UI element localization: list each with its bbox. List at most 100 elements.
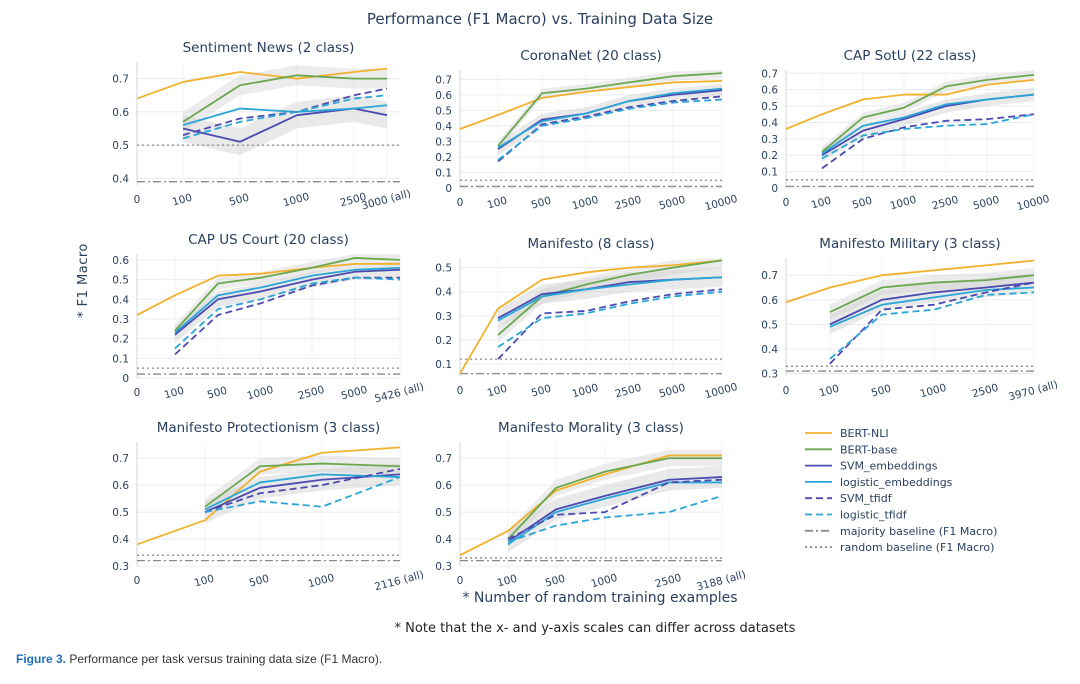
series-line-bert-nli: [785, 259, 1035, 304]
chart-title: Sentiment News (2 class): [183, 40, 355, 56]
y-tick-label: 0.2: [435, 335, 452, 347]
confidence-band: [498, 83, 722, 156]
y-tick-label: 0.2: [112, 334, 129, 346]
x-tick-label: 500: [870, 383, 892, 400]
y-tick-label: 0.5: [761, 319, 778, 331]
x-tick-label: 2500: [931, 194, 960, 213]
x-tick-label: 5000: [658, 194, 687, 213]
series-line-logistic-tfidf: [821, 113, 1035, 160]
y-tick-label: 0.6: [112, 480, 129, 492]
x-tick-label: 5000: [658, 382, 687, 401]
x-tick-label: 100: [171, 192, 193, 209]
series-line-bert-nli: [136, 67, 388, 100]
x-tick-label: 100: [810, 195, 832, 212]
series-line-svm-embeddings: [174, 268, 401, 336]
y-tick-label: 0.2: [761, 150, 778, 162]
x-tick-label: 1000: [571, 382, 600, 401]
figure-title: Performance (F1 Macro) vs. Training Data…: [366, 10, 714, 28]
x-tick-label: 5000: [340, 384, 369, 403]
series-line-svm-tfidf: [182, 87, 388, 136]
legend-label: SVM_tfidf: [840, 492, 893, 505]
y-tick-label: 0.5: [435, 263, 452, 275]
series-line-svm-embeddings: [182, 107, 388, 143]
chart-panel: Manifesto (8 class) 0.1 0.2 0.3 0.4 0.5 0 100 50…: [435, 236, 739, 401]
series-line-bert-base: [497, 259, 723, 336]
series-line-logistic-tfidf: [497, 290, 723, 348]
confidence-band: [183, 65, 387, 132]
series-line-bert-nli: [459, 454, 722, 557]
chart-title: CAP SotU (22 class): [844, 48, 977, 64]
series-line-logistic-tfidf: [507, 495, 723, 543]
caption-text: Performance per task versus training dat…: [69, 652, 383, 666]
series-line-svm-tfidf: [497, 288, 723, 360]
y-tick-label: 0.1: [435, 167, 452, 179]
series-line-logistic-tfidf: [829, 291, 1035, 360]
series-line-svm-tfidf: [821, 113, 1035, 170]
confidence-band: [822, 70, 1034, 157]
x-tick-label: 0: [134, 194, 141, 206]
x-tick-label: 100: [193, 573, 215, 590]
y-tick-label: 0.4: [112, 534, 129, 546]
confidence-band: [508, 466, 722, 553]
x-tick-label: 2500: [614, 382, 643, 401]
x-tick-label: 0: [457, 197, 464, 209]
x-tick-label: 0: [457, 385, 464, 397]
y-tick-label: 0.1: [435, 359, 452, 371]
y-tick-label: 0: [445, 183, 452, 195]
x-tick-label: 1000: [590, 572, 619, 591]
chart-title: CAP US Court (20 class): [188, 232, 349, 248]
chart-title: CoronaNet (20 class): [520, 48, 662, 64]
x-tick-label: 100: [486, 195, 508, 212]
y-tick-label: 0.1: [112, 353, 129, 365]
chart-title: Manifesto Protectionism (3 class): [157, 420, 381, 436]
legend: BERT-NLI BERT-base SVM_embeddings logistic_…: [805, 427, 997, 554]
y-tick-label: 0.7: [435, 453, 452, 465]
x-tick-label: 100: [818, 383, 840, 400]
y-tick-label: 0.2: [435, 152, 452, 164]
y-tick-label: 0.6: [761, 295, 778, 307]
y-tick-label: 0.3: [761, 134, 778, 146]
chart-title: Manifesto Morality (3 class): [498, 420, 684, 436]
chart-panel: CAP SotU (22 class) 0 0.1 0.2 0.3 0.4 0.5 0.6 0.…: [761, 48, 1051, 213]
series-line-bert-base: [204, 462, 401, 508]
legend-label: majority baseline (F1 Macro): [840, 525, 997, 538]
x-tick-label: 5426 (all): [373, 381, 425, 406]
chart-title: Manifesto Military (3 class): [819, 236, 1000, 252]
confidence-band: [498, 258, 722, 343]
x-tick-label: 1000: [246, 384, 275, 403]
x-tick-label: 2500: [614, 194, 643, 213]
series-line-bert-base: [507, 457, 722, 540]
y-tick-label: 0.4: [761, 117, 778, 129]
y-tick-label: 0.5: [112, 507, 129, 519]
legend-label: logistic_embeddings: [840, 476, 953, 489]
x-tick-label: 500: [228, 192, 250, 209]
x-tick-label: 0: [783, 385, 790, 397]
confidence-band: [498, 267, 722, 328]
series-line-bert-base: [497, 72, 723, 147]
series-line-bert-base: [829, 274, 1035, 313]
y-tick-label: 0.7: [112, 74, 129, 86]
chart-panel: Sentiment News (2 class) 0.4 0.5 0.6 0.7 0 100…: [112, 40, 412, 212]
y-tick-label: 0.5: [112, 140, 129, 152]
series-line-svm-tfidf: [829, 281, 1035, 365]
y-tick-label: 0.3: [435, 561, 452, 573]
x-tick-label: 1000: [919, 382, 948, 401]
y-tick-label: 0.3: [112, 314, 129, 326]
legend-label: logistic_tfidf: [840, 509, 908, 522]
series-line-bert-base: [821, 74, 1035, 153]
y-tick-label: 0.3: [112, 561, 129, 573]
x-tick-label: 0: [457, 575, 464, 587]
series-line-logistic-tfidf: [497, 98, 723, 161]
x-tick-label: 5000: [972, 194, 1001, 213]
y-tick-label: 0.6: [761, 85, 778, 97]
x-tick-label: 2500: [971, 382, 1000, 401]
y-tick-label: 0.6: [435, 90, 452, 102]
x-tick-label: 2500: [297, 384, 326, 403]
x-tick-label: 10000: [1016, 193, 1051, 213]
x-tick-label: 3000 (all): [360, 188, 412, 213]
series-line-logistic-embeddings: [497, 276, 723, 322]
x-tick-label: 3970 (all): [1007, 379, 1059, 404]
series-line-bert-base: [182, 74, 387, 123]
y-tick-label: 0.4: [112, 294, 129, 306]
